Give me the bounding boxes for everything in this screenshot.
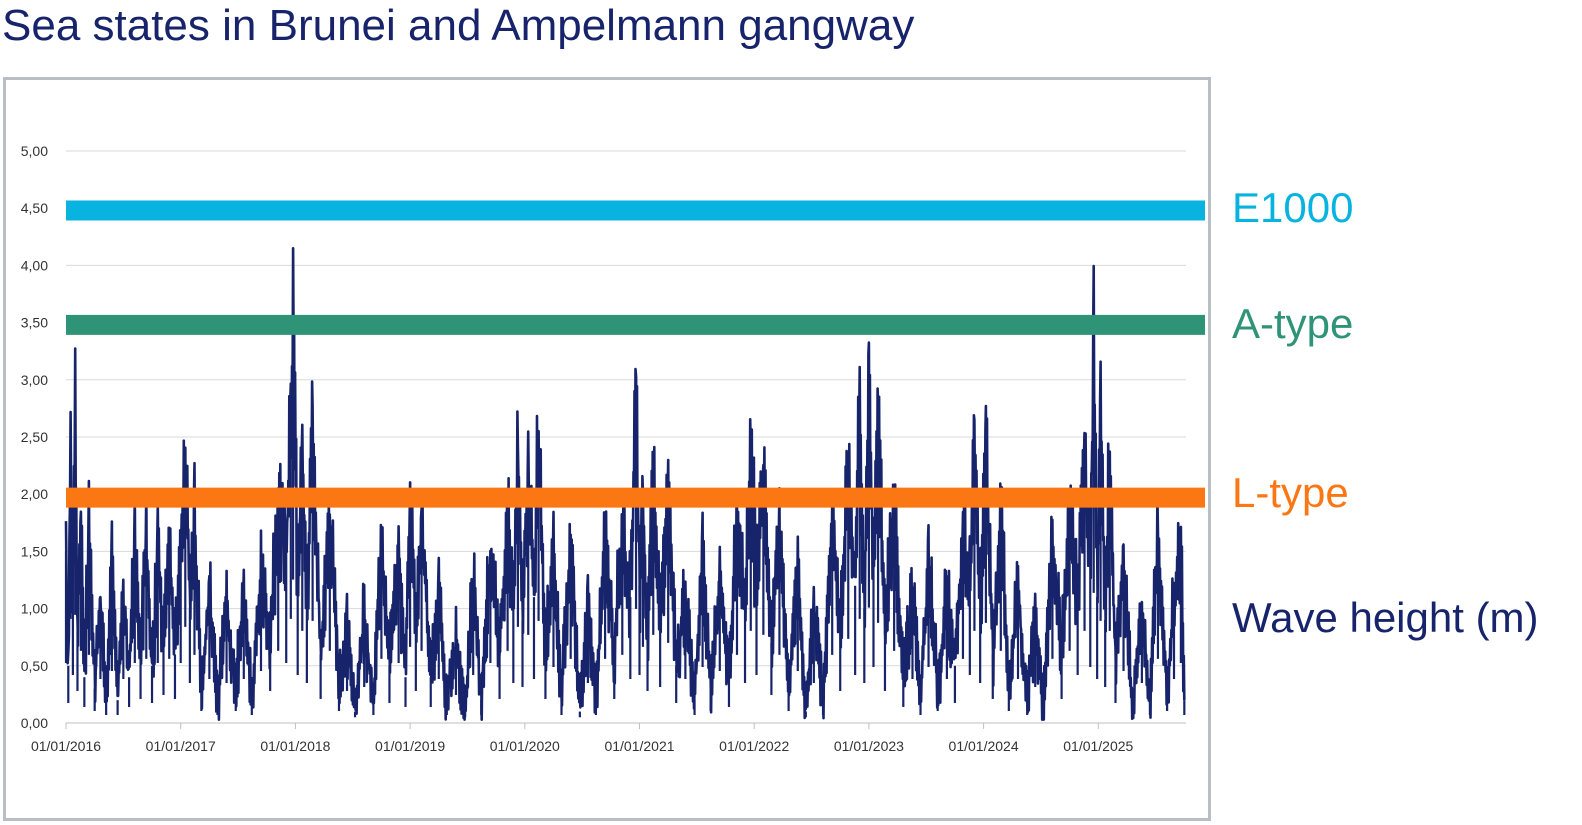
y-tick-label: 0,00	[21, 715, 48, 731]
y-tick-label: 5,00	[21, 143, 48, 159]
y-tick-label: 2,00	[21, 486, 48, 502]
x-tick-label: 01/01/2016	[31, 738, 101, 754]
legend-wave-height: Wave height (m)	[1232, 594, 1539, 641]
threshold-bands	[66, 200, 1205, 508]
x-tick-label: 01/01/2022	[719, 738, 789, 754]
x-tick-label: 01/01/2020	[490, 738, 560, 754]
x-axis-ticks: 01/01/2016 01/01/2017 01/01/2018 01/01/2019…	[31, 723, 1134, 754]
y-tick-label: 3,00	[21, 372, 48, 388]
y-tick-label: 4,50	[21, 200, 48, 216]
y-tick-label: 1,00	[21, 601, 48, 617]
y-tick-label: 1,50	[21, 543, 48, 559]
y-tick-label: 4,00	[21, 257, 48, 273]
legend-l-type: L-type	[1232, 469, 1349, 516]
x-tick-label: 01/01/2021	[604, 738, 674, 754]
chart-title: Sea states in Brunei and Ampelmann gangw…	[2, 1, 915, 50]
chart-frame	[3, 77, 1211, 821]
y-tick-label: 3,50	[21, 315, 48, 331]
y-axis-ticks: 0,00 0,50 1,00 1,50 2,00 2,50 3,00 3,50 4,00 4,50…	[21, 143, 48, 731]
threshold-band-l-type	[66, 487, 1205, 508]
x-tick-label: 01/01/2018	[260, 738, 330, 754]
series-layer	[64, 247, 1186, 721]
series-wave-height	[64, 247, 1186, 721]
x-tick-label: 01/01/2017	[146, 738, 216, 754]
threshold-band-a-type	[66, 314, 1205, 335]
y-tick-label: 0,50	[21, 658, 48, 674]
legend-a-type: A-type	[1232, 300, 1354, 347]
legend-e1000: E1000	[1232, 184, 1354, 231]
x-tick-label: 01/01/2019	[375, 738, 445, 754]
threshold-band-e1000	[66, 200, 1205, 221]
x-tick-label: 01/01/2025	[1063, 738, 1133, 754]
x-tick-label: 01/01/2023	[834, 738, 904, 754]
y-tick-label: 2,50	[21, 429, 48, 445]
x-tick-label: 01/01/2024	[949, 738, 1019, 754]
